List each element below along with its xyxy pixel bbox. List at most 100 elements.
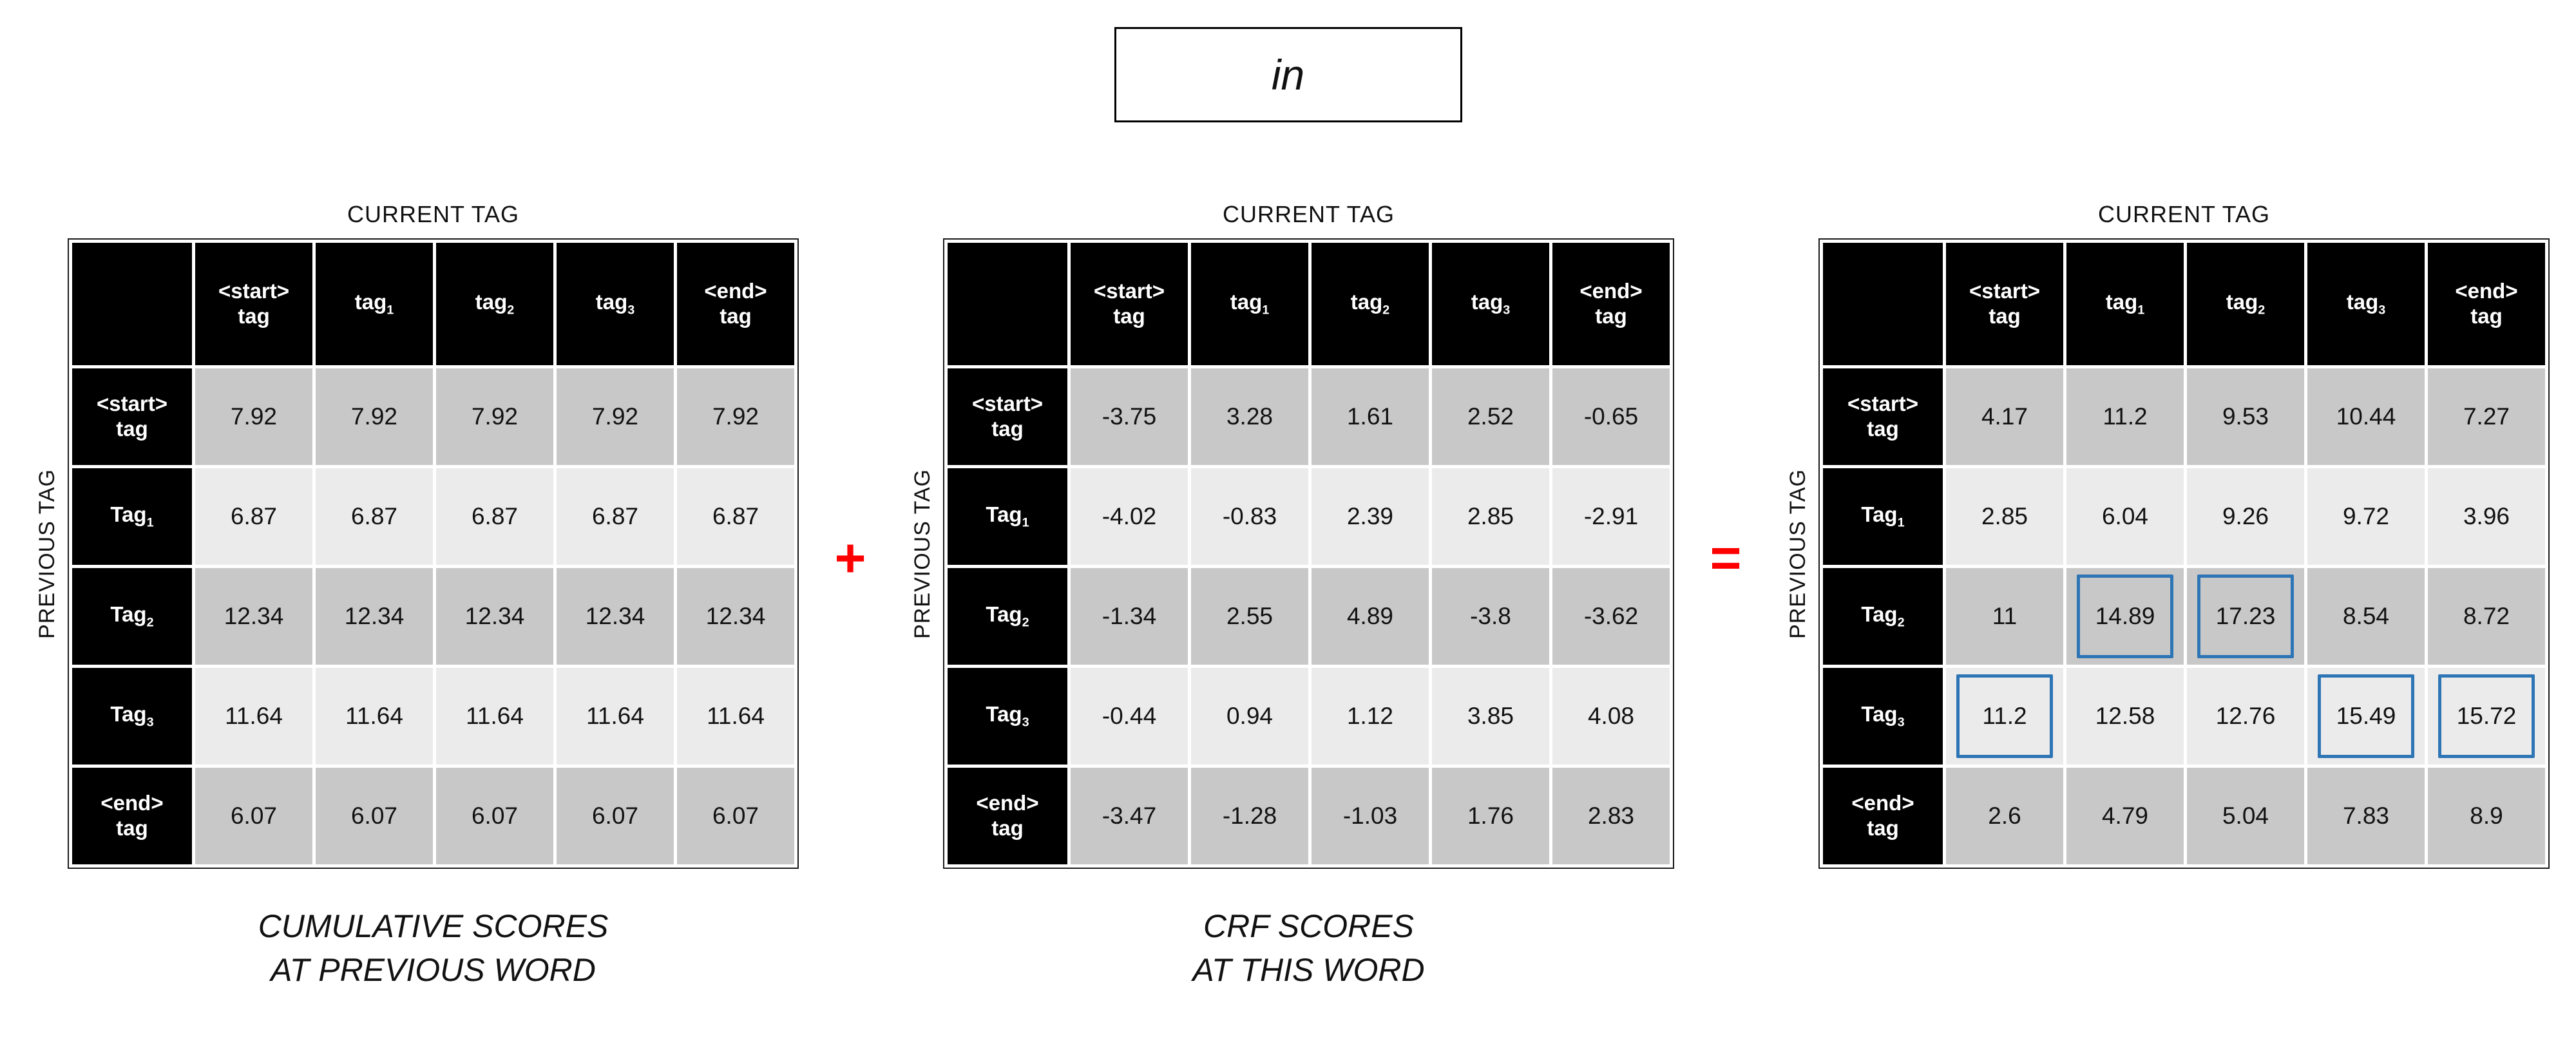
row-header: <end> tag [72, 768, 192, 864]
row-header: Tag2 [948, 568, 1067, 665]
value-cell: -2.91 [1552, 468, 1670, 565]
matrix-group-result: CURRENT TAG PREVIOUS TAG <start> tag tag1 t… [1777, 201, 2550, 869]
current-word: in [1271, 51, 1305, 99]
corner-cell [948, 243, 1067, 365]
cumulative-caption: CUMULATIVE SCORES AT PREVIOUS WORD [68, 905, 799, 992]
value-cell: 12.34 [677, 568, 794, 665]
previous-tag-label: PREVIOUS TAG [34, 468, 59, 639]
caption-line: AT THIS WORD [1192, 951, 1425, 988]
value-cell: 7.92 [195, 368, 312, 465]
value-cell: 11.2 [1946, 668, 2063, 765]
value-cell: 11.2 [2066, 368, 2184, 465]
matrices-row: CURRENT TAG PREVIOUS TAG <start> tag tag1 t… [0, 201, 2576, 992]
col-header: tag1 [316, 243, 433, 365]
col-header: tag2 [436, 243, 553, 365]
value-cell: 6.87 [316, 468, 433, 565]
value-cell: 6.07 [195, 768, 312, 864]
value-cell: 3.28 [1191, 368, 1308, 465]
previous-tag-label-wrap: PREVIOUS TAG [1777, 238, 1818, 869]
row-header: <end> tag [1823, 768, 1943, 864]
value-cell: 1.76 [1432, 768, 1549, 864]
word-box-wrap: in [0, 0, 2576, 122]
row-header: Tag2 [72, 568, 192, 665]
row-header: Tag1 [72, 468, 192, 565]
corner-cell [1823, 243, 1943, 365]
value-cell: 2.52 [1432, 368, 1549, 465]
value-cell: -3.47 [1071, 768, 1188, 864]
value-cell: -3.62 [1552, 568, 1670, 665]
value-cell: 11.64 [677, 668, 794, 765]
current-tag-label: CURRENT TAG [347, 201, 520, 227]
value-cell: -1.03 [1312, 768, 1429, 864]
previous-tag-label-wrap: PREVIOUS TAG [26, 238, 68, 869]
current-word-box: in [1114, 27, 1462, 122]
col-header: tag1 [1191, 243, 1308, 365]
row-header: Tag1 [948, 468, 1067, 565]
value-cell: 0.94 [1191, 668, 1308, 765]
corner-cell [72, 243, 192, 365]
value-cell: 2.85 [1946, 468, 2063, 565]
value-cell: 15.72 [2428, 668, 2545, 765]
value-cell: 6.87 [195, 468, 312, 565]
value-cell: 7.92 [316, 368, 433, 465]
row-header: Tag3 [1823, 668, 1943, 765]
col-header: tag3 [557, 243, 674, 365]
value-cell: 9.26 [2187, 468, 2304, 565]
matrix-group-crf: CURRENT TAG PREVIOUS TAG <start> tag tag1 t… [902, 201, 1674, 992]
col-header: tag3 [2307, 243, 2425, 365]
value-cell: 7.92 [677, 368, 794, 465]
current-tag-label: CURRENT TAG [1222, 201, 1395, 227]
plus-operator: + [834, 527, 866, 588]
value-cell: -3.8 [1432, 568, 1549, 665]
caption-line: AT PREVIOUS WORD [271, 951, 596, 988]
value-cell: 11.64 [195, 668, 312, 765]
value-cell: 7.92 [436, 368, 553, 465]
value-cell: 2.6 [1946, 768, 2063, 864]
col-header: tag2 [2187, 243, 2304, 365]
value-cell: 7.27 [2428, 368, 2545, 465]
matrix-group-cumulative: CURRENT TAG PREVIOUS TAG <start> tag tag1 t… [26, 201, 799, 992]
row-header: <end> tag [948, 768, 1067, 864]
col-header: tag3 [1432, 243, 1549, 365]
value-cell: 6.07 [436, 768, 553, 864]
value-cell: 12.34 [195, 568, 312, 665]
col-header: <start> tag [1946, 243, 2063, 365]
value-cell: 12.34 [316, 568, 433, 665]
value-cell: 7.92 [557, 368, 674, 465]
value-cell: 6.07 [677, 768, 794, 864]
value-cell: 15.49 [2307, 668, 2425, 765]
value-cell: -0.83 [1191, 468, 1308, 565]
value-cell: -0.65 [1552, 368, 1670, 465]
row-header: <start> tag [1823, 368, 1943, 465]
value-cell: 9.72 [2307, 468, 2425, 565]
value-cell: 2.85 [1432, 468, 1549, 565]
row-header: Tag2 [1823, 568, 1943, 665]
value-cell: 12.34 [557, 568, 674, 665]
value-cell: 6.87 [436, 468, 553, 565]
value-cell: 11 [1946, 568, 2063, 665]
equals-operator: = [1710, 527, 1742, 588]
value-cell: 6.07 [316, 768, 433, 864]
value-cell: 8.72 [2428, 568, 2545, 665]
col-header: <end> tag [677, 243, 794, 365]
value-cell: 6.07 [557, 768, 674, 864]
value-cell: -0.44 [1071, 668, 1188, 765]
col-header: <start> tag [195, 243, 312, 365]
value-cell: 4.17 [1946, 368, 2063, 465]
value-cell: 2.55 [1191, 568, 1308, 665]
row-header: <start> tag [72, 368, 192, 465]
col-header: <end> tag [1552, 243, 1670, 365]
caption-line: CUMULATIVE SCORES [258, 908, 609, 944]
value-cell: 17.23 [2187, 568, 2304, 665]
value-cell: -1.34 [1071, 568, 1188, 665]
value-cell: -3.75 [1071, 368, 1188, 465]
col-header: tag1 [2066, 243, 2184, 365]
summed-scores-table: <start> tag tag1 tag2 tag3 <end> tag <start> tag… [1818, 238, 2550, 869]
value-cell: 14.89 [2066, 568, 2184, 665]
value-cell: 3.96 [2428, 468, 2545, 565]
previous-tag-label: PREVIOUS TAG [910, 468, 935, 639]
value-cell: 12.58 [2066, 668, 2184, 765]
row-header: Tag3 [948, 668, 1067, 765]
matrix-row: PREVIOUS TAG <start> tag tag1 tag2 tag3 <end>… [26, 238, 799, 869]
